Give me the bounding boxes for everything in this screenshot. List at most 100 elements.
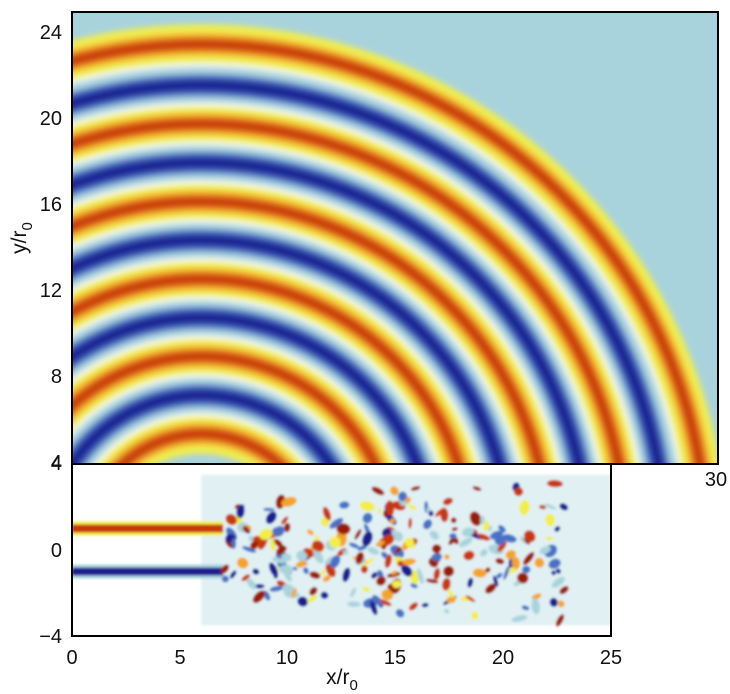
turbulent-eddy [469,511,482,526]
turbulent-eddy [395,609,405,618]
turbulent-eddy [292,567,298,571]
bottom-panel-frame [71,463,612,637]
wave-front-core [72,38,706,464]
turbulent-eddy [377,508,382,514]
y-tick-label: 12 [40,280,62,302]
turbulent-eddy [381,551,389,559]
turbulent-eddy [220,564,229,574]
turbulent-eddy [462,527,474,537]
y-tick-label: 8 [51,366,62,388]
turbulent-eddy [386,500,394,517]
wave-gap [72,180,562,464]
turbulent-eddy [511,556,520,569]
turbulent-eddy [296,550,308,562]
turbulent-eddy [408,517,412,529]
y-tick-label: 4 [51,452,62,474]
turbulent-eddy [502,534,517,543]
turbulent-eddy [246,578,257,590]
turbulent-eddy [496,573,503,579]
turbulent-eddy [548,558,561,569]
shear-layer [72,567,223,576]
turbulent-eddy [381,534,395,546]
x-tick-label: 25 [600,647,622,669]
turbulent-eddy [397,560,404,567]
turbulent-eddy [329,518,344,529]
wave-gap [72,257,481,464]
turbulent-eddy [221,575,229,583]
shear-layer [72,524,223,533]
wave-front-core [72,195,546,464]
turbulent-eddy [390,486,399,496]
turbulent-eddy [545,513,555,527]
turbulent-eddy [362,587,371,593]
turbulent-eddy [549,597,558,607]
turbulent-eddy [281,496,297,507]
turbulent-eddy [330,555,341,568]
turbulent-eddy [359,501,375,511]
y-tick-label: 16 [40,194,62,216]
turbulent-eddy [551,570,556,576]
turbulent-eddy [519,500,530,516]
top-y-axis-label: y/r0 [8,222,36,254]
turbulent-eddy [237,557,249,569]
turbulent-eddy [429,530,439,540]
turbulent-eddy [364,523,370,534]
turbulent-eddy [539,546,551,555]
turbulent-eddy [225,514,237,525]
x-tick-label: 10 [276,647,298,669]
top-y-ticks: 24 20 16 12 8 4 [40,22,62,474]
turbulent-eddy [523,552,535,565]
y-axis-label-text: y/r [8,231,31,254]
turbulent-eddy [248,535,254,542]
turbulent-eddy [279,564,294,575]
acoustic-wave-fronts [72,24,718,464]
turbulent-eddy [384,554,392,568]
turbulent-eddy [371,572,378,579]
turbulent-eddy [480,549,488,557]
turbulent-eddy [313,549,324,564]
y-tick-label: 0 [51,540,62,562]
turbulent-eddy [324,556,335,565]
turbulent-eddy [266,511,277,524]
turbulent-eddy [307,529,314,536]
turbulent-eddy [389,518,395,524]
turbulent-eddy [404,537,415,547]
turbulent-eddy [401,564,413,577]
turbulent-eddy [312,540,324,552]
turbulent-eddy [381,589,394,601]
turbulent-eddy [472,486,482,491]
wave-gap [72,102,641,464]
turbulent-eddy [471,611,479,620]
turbulent-eddy [281,553,292,562]
wave-front-core [72,350,382,464]
turbulent-eddy [309,587,318,596]
turbulent-eddy [442,578,451,591]
wave-gap [72,218,522,464]
turbulent-eddy [259,528,273,540]
turbulent-eddy [398,491,407,502]
turbulent-eddy [507,567,519,574]
turbulent-eddy [551,576,565,588]
turbulent-eddy [273,539,283,547]
turbulent-eddy [269,539,276,551]
wave-gap [93,412,309,464]
wave-gap [72,62,682,464]
y-tick-label: −4 [39,626,62,648]
turbulent-eddy [477,533,490,541]
wave-front-core [72,311,424,464]
x-tick-label: 5 [174,647,185,669]
turbulent-eddy [242,546,257,553]
turbulent-eddy [269,562,278,577]
turbulent-eddy [559,586,569,595]
turbulent-eddy [407,504,417,510]
turbulent-eddy [505,550,516,559]
turbulent-eddy [463,550,475,561]
turbulent-eddy [440,507,449,522]
wave-front-core [72,272,465,464]
x-tick-label: 0 [66,647,77,669]
turbulent-eddy [443,566,454,577]
turbulent-eddy [307,595,318,603]
bottom-x-ticks: 0 5 10 15 20 25 [66,647,622,669]
y-axis-label-subscript: 0 [19,222,36,230]
turbulent-eddy [400,558,416,566]
